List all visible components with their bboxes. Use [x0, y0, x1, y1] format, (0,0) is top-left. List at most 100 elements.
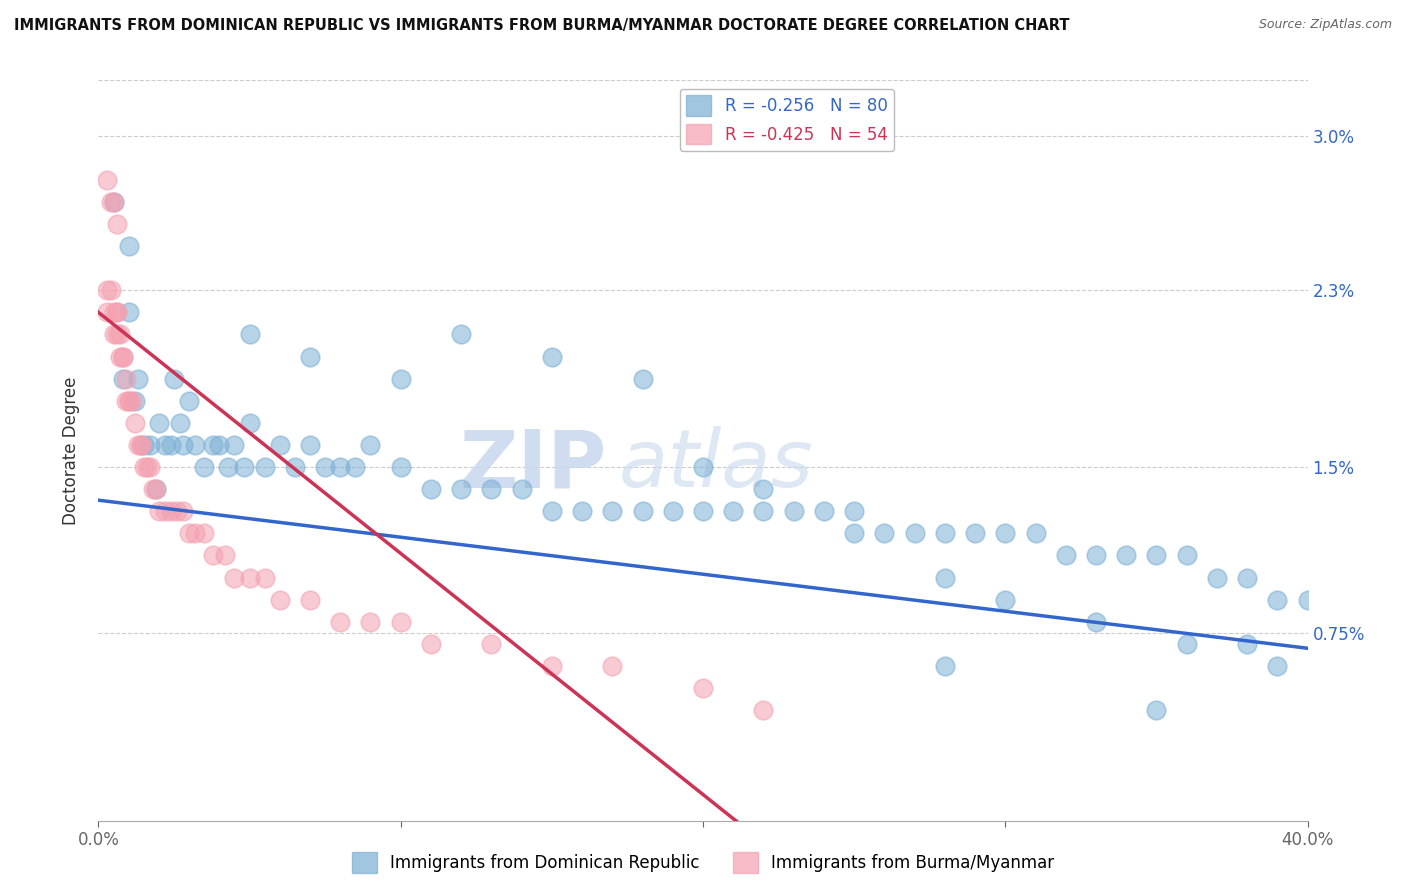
Point	[153, 504, 176, 518]
Point	[253, 570, 276, 584]
Point	[420, 637, 443, 651]
Point	[1175, 637, 1198, 651]
Point	[129, 438, 152, 452]
Point	[179, 526, 201, 541]
Point	[145, 482, 167, 496]
Point	[118, 393, 141, 408]
Point	[127, 438, 149, 452]
Point	[571, 504, 593, 518]
Point	[118, 305, 141, 319]
Point	[103, 305, 125, 319]
Point	[148, 416, 170, 430]
Point	[184, 438, 207, 452]
Point	[96, 283, 118, 297]
Point	[540, 659, 562, 673]
Point	[108, 327, 131, 342]
Point	[121, 393, 143, 408]
Point	[202, 438, 225, 452]
Point	[103, 327, 125, 342]
Point	[100, 283, 122, 297]
Point	[631, 504, 654, 518]
Point	[284, 460, 307, 475]
Point	[299, 592, 322, 607]
Point	[105, 305, 128, 319]
Point	[239, 570, 262, 584]
Point	[329, 460, 352, 475]
Point	[111, 350, 134, 364]
Point	[540, 504, 562, 518]
Point	[114, 393, 136, 408]
Point	[723, 504, 745, 518]
Point	[118, 393, 141, 408]
Point	[179, 393, 201, 408]
Point	[1144, 703, 1167, 717]
Point	[224, 438, 246, 452]
Point	[360, 615, 382, 629]
Point	[329, 615, 352, 629]
Point	[752, 482, 775, 496]
Point	[124, 416, 146, 430]
Point	[389, 371, 412, 385]
Point	[904, 526, 927, 541]
Point	[1144, 549, 1167, 563]
Point	[1115, 549, 1137, 563]
Point	[127, 371, 149, 385]
Y-axis label: Doctorate Degree: Doctorate Degree	[62, 376, 80, 524]
Point	[239, 416, 262, 430]
Point	[1236, 637, 1258, 651]
Point	[692, 504, 714, 518]
Point	[602, 659, 624, 673]
Point	[217, 460, 239, 475]
Point	[139, 438, 162, 452]
Point	[145, 482, 167, 496]
Point	[124, 393, 146, 408]
Point	[96, 305, 118, 319]
Point	[202, 549, 225, 563]
Point	[166, 504, 188, 518]
Point	[631, 371, 654, 385]
Point	[692, 681, 714, 695]
Point	[105, 305, 128, 319]
Point	[540, 350, 562, 364]
Point	[1085, 549, 1108, 563]
Point	[934, 526, 956, 541]
Text: atlas: atlas	[619, 426, 813, 504]
Point	[994, 592, 1017, 607]
Point	[1024, 526, 1046, 541]
Point	[389, 460, 412, 475]
Point	[481, 637, 503, 651]
Point	[1267, 592, 1289, 607]
Point	[105, 217, 128, 231]
Point	[172, 504, 194, 518]
Point	[314, 460, 336, 475]
Point	[752, 504, 775, 518]
Point	[193, 460, 215, 475]
Point	[118, 239, 141, 253]
Point	[1054, 549, 1077, 563]
Point	[132, 438, 155, 452]
Point	[193, 526, 215, 541]
Text: IMMIGRANTS FROM DOMINICAN REPUBLIC VS IMMIGRANTS FROM BURMA/MYANMAR DOCTORATE DE: IMMIGRANTS FROM DOMINICAN REPUBLIC VS IM…	[14, 18, 1070, 33]
Point	[1085, 615, 1108, 629]
Point	[100, 194, 122, 209]
Point	[844, 504, 866, 518]
Point	[510, 482, 533, 496]
Point	[208, 438, 231, 452]
Point	[224, 570, 246, 584]
Point	[360, 438, 382, 452]
Legend: R = -0.256   N = 80, R = -0.425   N = 54: R = -0.256 N = 80, R = -0.425 N = 54	[679, 88, 894, 151]
Point	[1267, 659, 1289, 673]
Point	[103, 194, 125, 209]
Point	[111, 350, 134, 364]
Point	[813, 504, 835, 518]
Text: ZIP: ZIP	[458, 426, 606, 504]
Point	[783, 504, 806, 518]
Point	[214, 549, 236, 563]
Point	[139, 460, 162, 475]
Point	[253, 460, 276, 475]
Point	[114, 371, 136, 385]
Point	[752, 703, 775, 717]
Point	[1206, 570, 1229, 584]
Point	[111, 371, 134, 385]
Point	[344, 460, 367, 475]
